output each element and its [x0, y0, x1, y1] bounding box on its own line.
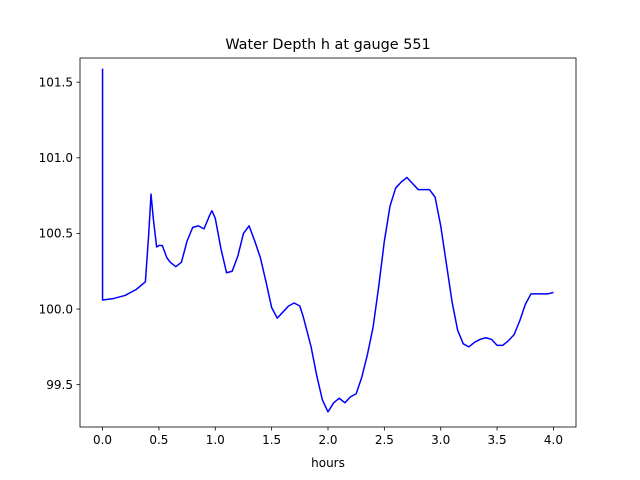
y-axis: 99.5 100.0 100.5 101.0 101.5 — [39, 75, 80, 392]
x-tick-label: 1.5 — [262, 433, 281, 447]
x-tick-label: 3.0 — [431, 433, 450, 447]
y-tick-label: 100.5 — [39, 227, 73, 241]
y-tick-label: 101.0 — [39, 151, 73, 165]
x-axis: 0.0 0.5 1.0 1.5 2.0 2.5 3.0 3.5 4.0 — [93, 427, 563, 447]
y-tick-label: 99.5 — [46, 378, 73, 392]
x-tick-label: 0.5 — [149, 433, 168, 447]
x-tick-label: 2.0 — [318, 433, 337, 447]
x-tick-label: 4.0 — [544, 433, 563, 447]
x-tick-label: 2.5 — [375, 433, 394, 447]
x-tick-label: 0.0 — [93, 433, 112, 447]
x-tick-label: 3.5 — [488, 433, 507, 447]
y-tick-label: 101.5 — [39, 75, 73, 89]
plot-area — [101, 68, 554, 413]
series-line — [101, 68, 554, 413]
chart-title: Water Depth h at gauge 551 — [225, 37, 430, 53]
x-axis-label: hours — [311, 456, 345, 470]
x-tick-label: 1.0 — [206, 433, 225, 447]
y-tick-label: 100.0 — [39, 302, 73, 316]
